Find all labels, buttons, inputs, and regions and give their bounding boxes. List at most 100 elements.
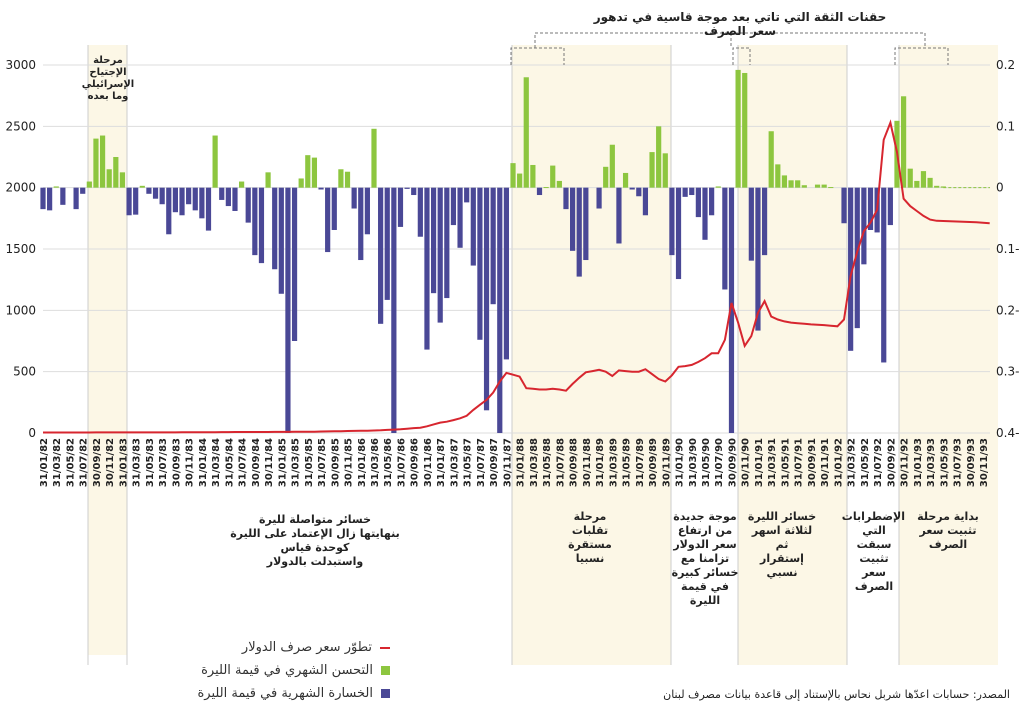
loss-bar [576,187,582,277]
loss-bar [629,187,635,190]
x-tick-label: 30/11/87 [502,438,513,487]
shaded-period [899,45,998,665]
x-tick-label: 31/07/86 [396,438,407,487]
loss-bar [490,187,496,305]
loss-bar [424,187,430,350]
loss-bar [219,187,225,200]
loss-bar [689,187,695,196]
loss-bar [285,187,291,433]
loss-bar [464,187,470,203]
loss-bar [179,187,185,216]
left-tick-label: 1500 [5,242,36,256]
shaded-period [512,45,671,665]
gain-bar [99,135,106,188]
source-note: المصدر: حسابات اعدّها شربل نحاس بالإستنا… [663,688,1010,701]
gain-bar [907,168,913,188]
x-tick-label: 31/05/88 [542,438,553,487]
gain-bar [662,153,668,188]
loss-bar [430,187,437,294]
gain-bar [344,171,351,188]
x-tick-label: 30/09/84 [251,438,262,487]
gain-bar [788,180,794,188]
x-tick-label: 31/01/88 [516,438,527,487]
loss-bar [755,187,761,331]
x-tick-label: 31/05/93 [939,438,950,487]
gain-bar [371,128,377,188]
annotation-turmoil: الإضطرابات التي سبقت تثبيت سعر الصرف [841,510,905,593]
loss-bar [616,187,622,244]
legend-item-gain: التحسن الشهري في قيمة الليرة [150,659,390,682]
x-tick-label: 31/01/91 [754,438,765,487]
left-axis: 3000 2500 2000 1500 1000 500 0 [5,58,36,440]
x-tick-label: 31/07/84 [238,438,249,487]
gain-bar [715,186,721,188]
gain-bar [530,164,536,188]
loss-bar [411,187,417,196]
loss-bar [133,187,139,215]
x-tick-label: 31/01/93 [913,438,924,487]
shaded-period [738,45,847,665]
x-tick-label: 31/03/93 [926,438,937,487]
loss-bar [252,187,258,256]
loss-bar [861,187,867,265]
loss-bar [854,187,860,329]
annotation-continuous-losses: خسائر متواصلة لليرة بنهايتها زال الإعتما… [230,513,400,568]
right-tick-label: 0 [996,181,1004,195]
left-tick-label: 3000 [5,58,36,72]
x-tick-label: 31/07/93 [953,438,964,487]
loss-bar [232,187,238,211]
x-tick-label: 30/11/84 [264,438,275,487]
loss-bar [378,187,384,324]
gain-bar [814,184,821,188]
loss-bar [186,187,192,205]
annotation-three-months: خسائر الليرة لثلاثة اسهر ثم إستقرار نسبي [747,510,817,579]
gain-bar [305,155,311,188]
loss-bar [483,187,490,411]
gain-bar [920,171,927,188]
x-tick-label: 31/05/91 [780,438,791,487]
x-tick-label: 31/03/87 [449,438,460,487]
right-tick-label: 0.1 [996,119,1015,133]
loss-bar [728,187,735,433]
loss-bar [682,187,688,197]
gain-bar [517,173,523,188]
loss-bar [503,187,509,360]
x-tick-label: 31/03/85 [291,438,302,487]
x-tick-label: 30/09/90 [727,438,738,487]
loss-bar [364,187,370,235]
x-tick-label: 31/07/88 [555,438,566,487]
loss-bar [278,187,284,294]
x-tick-label: 31/01/84 [198,438,209,487]
left-tick-label: 500 [13,365,36,379]
right-tick-label: 0.2 [996,58,1015,72]
loss-bar [358,187,364,261]
green-swatch-icon [381,666,390,675]
loss-bar [47,187,53,211]
loss-bar [642,187,649,216]
x-tick-label: 31/05/82 [65,438,76,487]
x-tick-label: 31/07/90 [714,438,725,487]
right-tick-label: 0.1- [996,242,1019,256]
loss-bar [291,187,298,341]
gain-bar [543,187,549,189]
x-tick-label: 30/11/82 [105,438,116,487]
gain-bar [53,186,59,188]
gain-bar [510,163,516,188]
annotation-new-wave: موجة جديدة من ارتفاع سعر الدولار تزامنا … [671,510,739,607]
x-tick-label: 31/07/82 [79,438,90,487]
x-tick-label: 31/05/89 [622,438,633,487]
x-tick-label: 30/09/91 [807,438,818,487]
period-shading [87,45,998,665]
loss-bar [570,187,576,251]
loss-bar [172,187,178,213]
loss-bar [205,187,212,231]
right-axis: 0.2 0.1 0 0.1- 0.2- 0.3- 0.4- [996,58,1019,440]
bracket-main [534,32,926,48]
legend-item-rate: تطوّر سعر صرف الدولار [150,636,390,659]
gain-bar [86,181,92,188]
x-tick-label: 31/03/91 [767,438,778,487]
chart-title: حقنات الثقة التي تاتي بعد موجة قاسية في … [593,10,887,38]
x-tick-label: 30/09/86 [410,438,421,487]
blue-swatch-icon [381,689,390,698]
x-tick-label: 30/09/93 [966,438,977,487]
